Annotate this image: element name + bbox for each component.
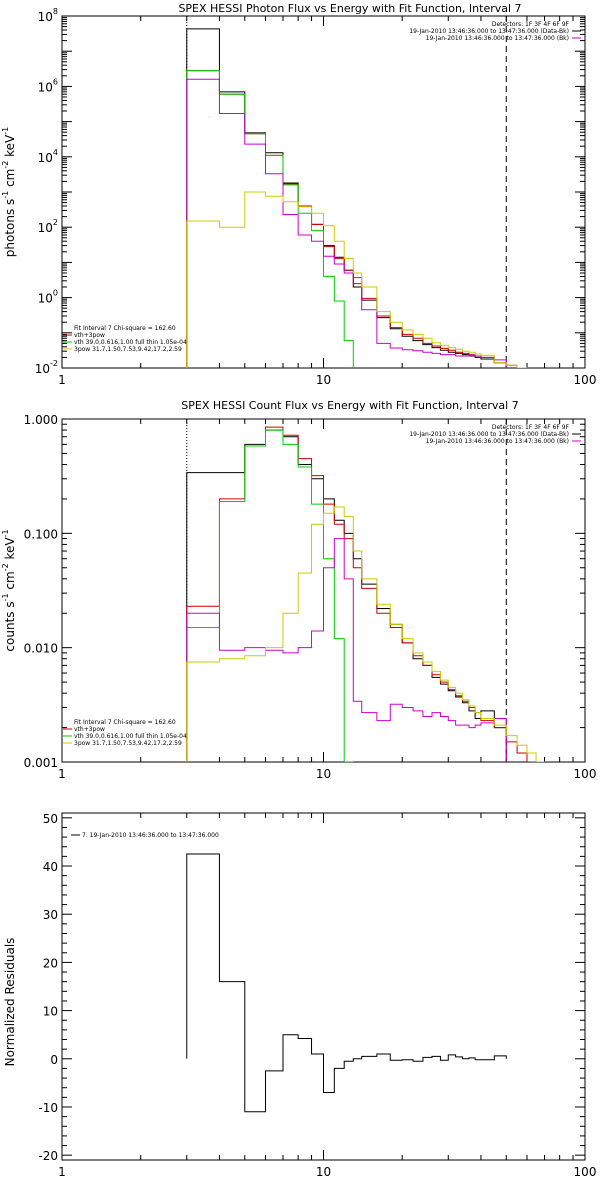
- residuals-x-tick-label: 100: [574, 1165, 597, 1179]
- residuals-series-0-line: [186, 853, 507, 1113]
- residuals-y-tick-label: 10: [43, 1005, 58, 1019]
- residuals-y-tick-label: 20: [43, 956, 58, 970]
- count-flux-legend-bottom-left: Fit Interval 7 Chi-square = 162.60vth+3p…: [63, 719, 187, 747]
- photon-flux-series-2-line: [186, 70, 363, 368]
- count-flux-y-label-text: counts s-1 cm-2 keV-1: [1, 529, 17, 651]
- photon-flux-series-group: [186, 28, 537, 368]
- residuals-y-tick-label: -20: [38, 1149, 58, 1163]
- count-flux-plot-area: 1 10 100 0.001 0.010 0.100 1.000 Detectors: 1F …: [24, 413, 597, 781]
- count-flux-series-3-line: [186, 538, 507, 762]
- photon-flux-legend-bottom-left-entry: Fit Interval 7 Chi-square = 162.60: [74, 325, 176, 332]
- photon-flux-legend-bottom-left-entry: 3pow 31.7,1.50,7.53,9.42,17.2,2.59: [74, 346, 182, 353]
- photon-flux-legend-bottom-left-entry: vth+3pow: [74, 332, 105, 339]
- count-flux-legend-bottom-left-entry: vth 39.0,0.616,1.00 full thin 1.05e-04: [74, 733, 187, 740]
- count-flux-y-tick-label: 1.000: [24, 413, 58, 427]
- count-flux-x-tick-label: 1: [58, 767, 66, 781]
- photon-flux-x-tick-label: 100: [574, 373, 597, 387]
- count-flux-series-2-line: [186, 429, 354, 762]
- count-flux-legend-top-right-entry: 19-Jan-2010 13:46:36.000 to 13:47:36.000…: [409, 431, 569, 438]
- residuals-plot-area: 1 10 100 -20 -10 0 10 20 30 40 50 7. 19-Jan-2010 13…: [38, 812, 596, 1179]
- photon-flux-legend-bottom-left-entry: vth 39.0,0.616,1.00 full thin 1.05e-04: [74, 339, 187, 346]
- photon-flux-x-tick-label: 1: [58, 373, 66, 387]
- residuals-legend-top-left: 7. 19-Jan-2010 13:46:36.000 to 13:47:36.…: [71, 832, 219, 839]
- count-flux-y-ticks: [62, 418, 585, 763]
- count-flux-legend-bottom-left-entry: 3pow 31.7,1.50,7.53,9.42,17.2,2.59: [74, 740, 182, 747]
- photon-flux-y-label-text: photons s-1 cm-2 keV-1: [1, 127, 17, 258]
- photon-flux-y-tick-label: 100: [38, 289, 58, 306]
- photon-flux-y-tick-label: 104: [38, 148, 58, 165]
- count-flux-series-4-line: [186, 506, 545, 762]
- residuals-y-tick-label: 50: [43, 812, 58, 826]
- count-flux-legend-top-right-entry: Detectors: 1F 3F 4F 6F 9F: [492, 424, 570, 431]
- photon-flux-x-tick-label: 10: [316, 373, 331, 387]
- photon-flux-y-axis-label: photons s-1 cm-2 keV-1: [1, 127, 17, 258]
- residuals-y-tick-label: 0: [50, 1053, 58, 1067]
- count-flux-legend-top-right-entry: 19-Jan-2010 13:46:36.000 to 13:47:36.000…: [426, 438, 569, 445]
- residuals-y-tick-label: -10: [38, 1101, 58, 1115]
- count-flux-x-tick-label: 10: [316, 767, 331, 781]
- count-flux-y-axis-label: counts s-1 cm-2 keV-1: [1, 529, 17, 651]
- photon-flux-y-ticks: [62, 15, 585, 369]
- count-flux-series-group: [186, 426, 545, 762]
- residuals-y-ticks: [62, 817, 585, 1156]
- photon-flux-series-3-line: [186, 78, 507, 368]
- residuals-y-axis-label: Normalized Residuals: [3, 938, 17, 1067]
- photon-flux-y-tick-label: 102: [38, 218, 58, 235]
- residuals-y-tick-label: 30: [43, 908, 58, 922]
- count-flux-y-tick-label: 0.100: [24, 527, 58, 541]
- count-flux-panel: SPEX HESSI Count Flux vs Energy with Fit…: [1, 399, 597, 781]
- photon-flux-legend-top-right-entry: 19-Jan-2010 13:46:36.000 to 13:47:36.000…: [409, 28, 569, 35]
- residuals-x-tick-label: 10: [316, 1165, 331, 1179]
- photon-flux-legend-top-right-entry: 19-Jan-2010 13:46:36.000 to 13:47:36.000…: [426, 35, 569, 42]
- photon-flux-legend-top-right-entry: Detectors: 1F 3F 4F 6F 9F: [492, 21, 570, 28]
- count-flux-y-tick-label: 0.001: [24, 756, 58, 770]
- count-flux-y-tick-label: 0.010: [24, 642, 58, 656]
- residuals-x-ticks: [61, 813, 574, 1160]
- count-flux-x-tick-label: 100: [574, 767, 597, 781]
- residuals-y-tick-label: 40: [43, 860, 58, 874]
- count-flux-legend-bottom-left-entry: Fit Interval 7 Chi-square = 162.60: [74, 719, 176, 726]
- residuals-series-group: [186, 853, 507, 1113]
- photon-flux-y-tick-label: 106: [38, 77, 58, 94]
- photon-flux-series-4-line: [186, 191, 537, 368]
- photon-flux-title: SPEX HESSI Photon Flux vs Energy with Fi…: [178, 2, 521, 15]
- photon-flux-x-ticks: [61, 16, 574, 368]
- residuals-legend-top-left-entry: 7. 19-Jan-2010 13:46:36.000 to 13:47:36.…: [82, 832, 219, 839]
- photon-flux-y-tick-label: 108: [38, 7, 58, 24]
- count-flux-title: SPEX HESSI Count Flux vs Energy with Fit…: [181, 399, 518, 412]
- residuals-x-tick-label: 1: [58, 1165, 66, 1179]
- residuals-panel: 1 10 100 -20 -10 0 10 20 30 40 50 7. 19-Jan-2010 13…: [3, 812, 596, 1179]
- photon-flux-legend-bottom-left: Fit Interval 7 Chi-square = 162.60vth+3p…: [63, 325, 187, 353]
- photon-flux-y-tick-label: 10-2: [35, 359, 58, 376]
- count-flux-legend-bottom-left-entry: vth+3pow: [74, 726, 105, 733]
- photon-flux-panel: SPEX HESSI Photon Flux vs Energy with Fi…: [1, 2, 597, 387]
- photon-flux-plot-area: 1 10 100 10-2 100 102 104 106 108 Detectors: 1F 3…: [35, 7, 597, 387]
